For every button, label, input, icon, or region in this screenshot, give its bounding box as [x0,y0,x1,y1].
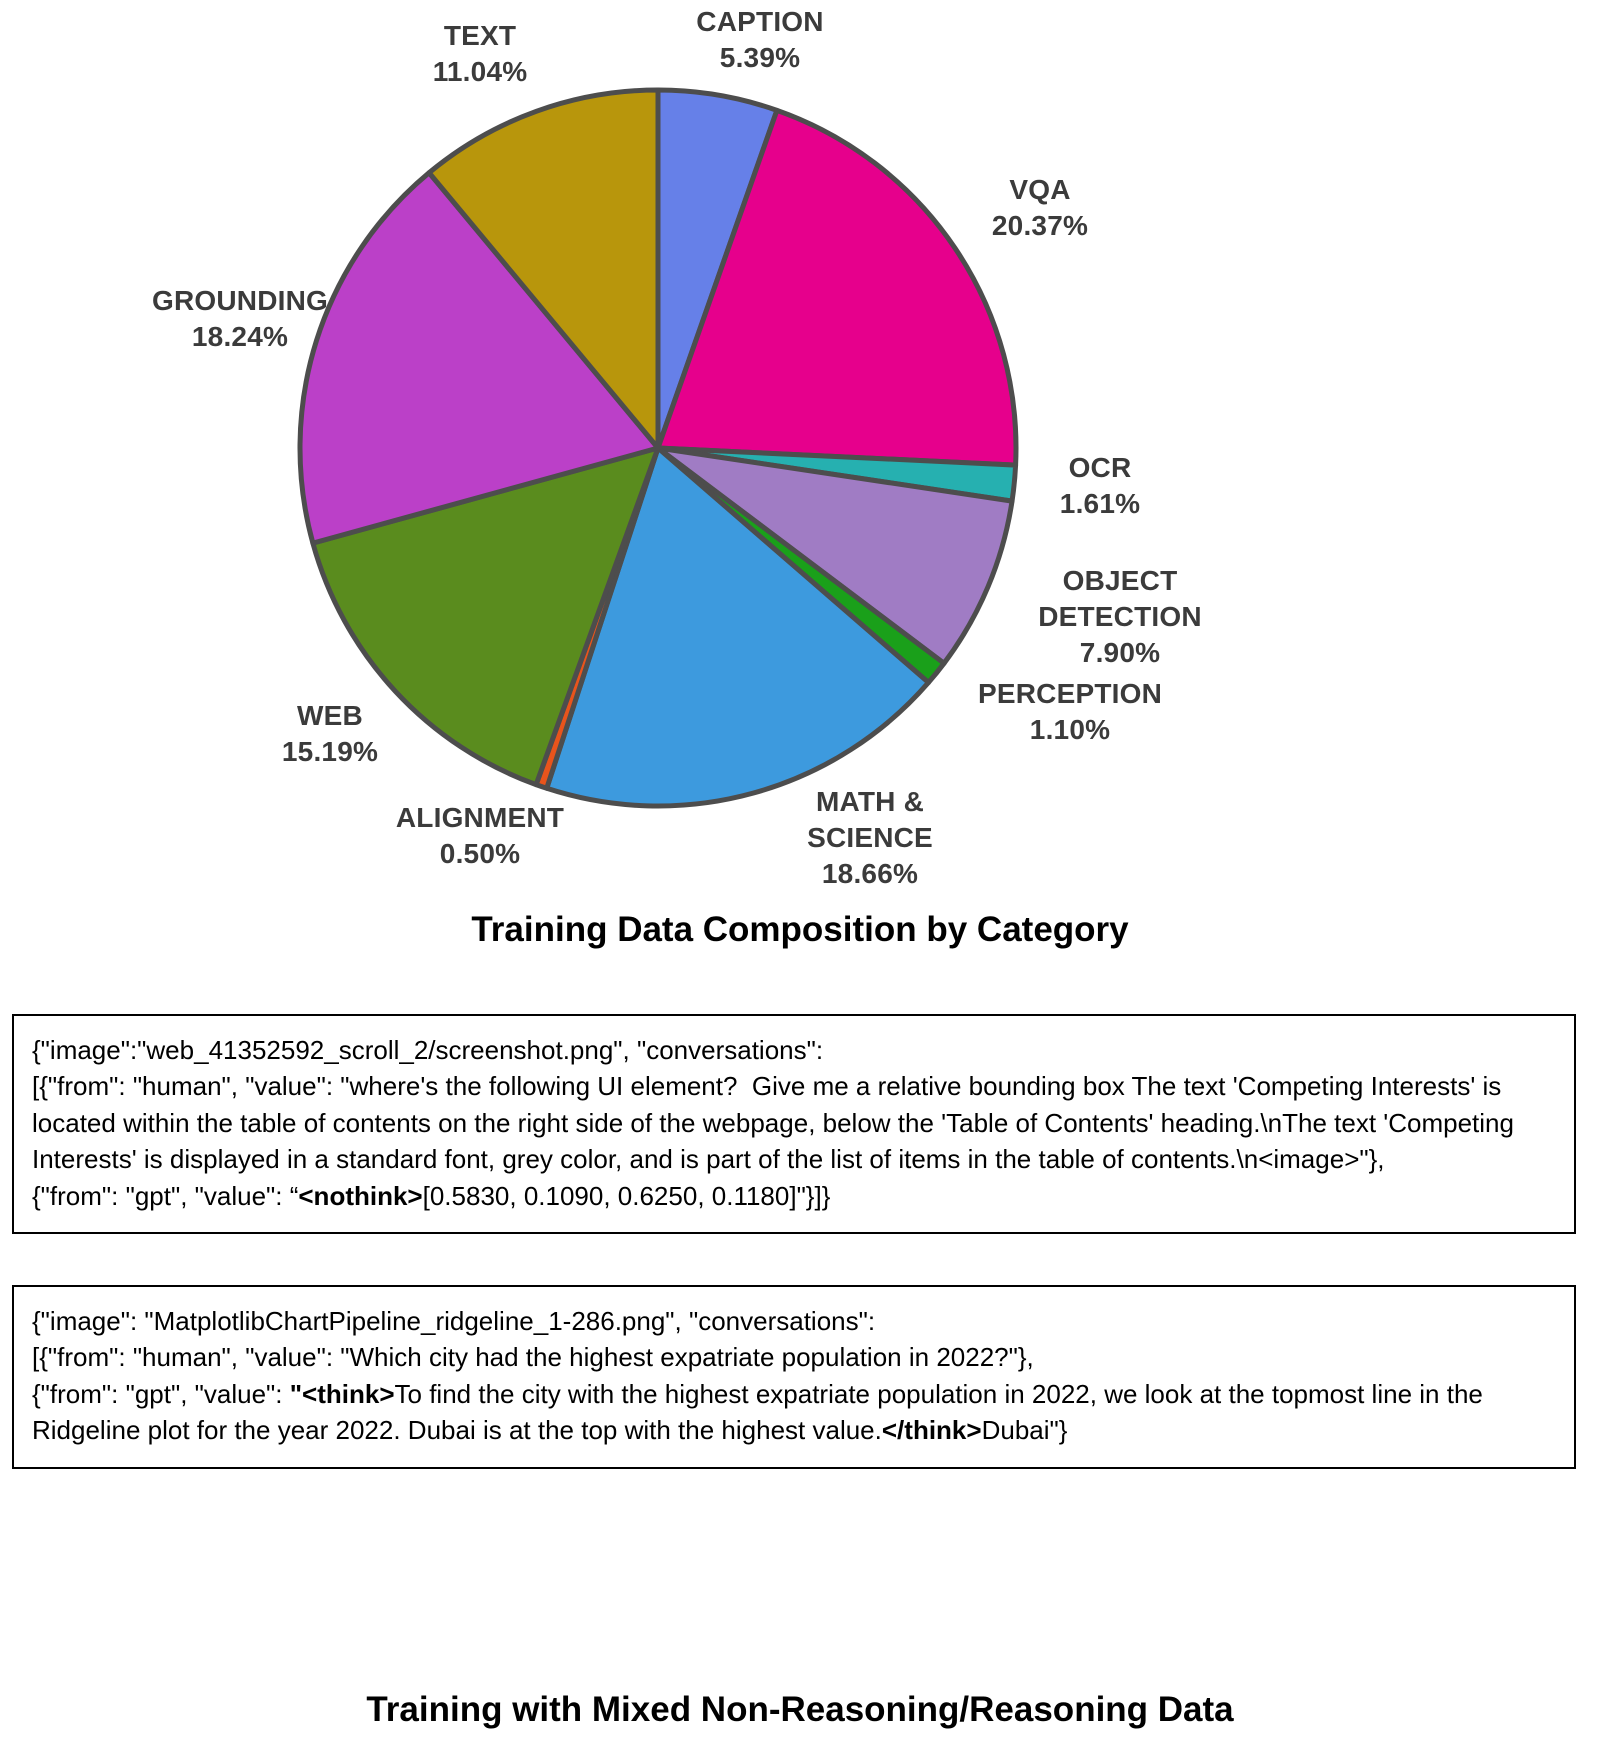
chart-title: Training Data Composition by Category [471,910,1129,949]
pie-slice-text [426,87,661,451]
json-sample-box-nonreasoning: {"image":"web_41352592_scroll_2/screensh… [12,1014,1576,1234]
json-line-image: {"image":"web_41352592_scroll_2/screensh… [32,1035,824,1065]
json-gpt-prefix: {"from": "gpt", "value": [32,1378,290,1409]
pie-label-ocr: OCR 1.61% [1059,452,1141,519]
json-gpt-prefix: {"from": "gpt", "value": “ [32,1180,299,1211]
pie-chart-section: CAPTION 5.39% TEXT 11.04% VQA 20.37% GRO… [151,6,1202,949]
pie-label-web: WEB 15.19% [281,700,379,767]
pie-label-math-science: MATH & SCIENCE 18.66% [807,786,933,889]
pie-slice-math-science [544,445,931,809]
pie-slice-web [310,445,661,788]
json-line-human: [{"from": "human", "value": "Which city … [32,1342,1034,1373]
pie-label-text: TEXT 11.04% [432,20,528,87]
pie-label-caption: CAPTION 5.39% [696,6,824,73]
think-close-tag: </think> [881,1415,982,1446]
pie-slice-object-detection [655,445,1015,666]
pie-label-object-detection: OBJECT DETECTION 7.90% [1038,565,1202,668]
json-line-image: {"image": "MatplotlibChartPipeline_ridge… [32,1306,876,1336]
pie-slice-grounding [297,170,661,546]
json-gpt-answer: Dubai"} [981,1415,1068,1446]
json-line-gpt: {"from": "gpt", "value": “<nothink>[0.58… [32,1178,1556,1214]
json-line-gpt: {"from": "gpt", "value": "<think>To find… [32,1376,1556,1449]
think-open-tag: "<think> [289,1378,395,1409]
nothink-tag: <nothink> [298,1180,423,1211]
json-line-human: [{"from": "human", "value": "where's the… [32,1071,1522,1175]
json-sample-box-reasoning: {"image": "MatplotlibChartPipeline_ridge… [12,1285,1576,1469]
pie-slice-vqa [655,107,1019,468]
json-gpt-suffix: [0.5830, 0.1090, 0.6250, 0.1180]"}]} [422,1180,831,1211]
json-gpt-reasoning: To find the city with the highest expatr… [32,1378,1491,1446]
pie-chart [297,87,1019,809]
pie-label-alignment: ALIGNMENT 0.50% [395,802,565,869]
pie-label-perception: PERCEPTION 1.10% [977,678,1163,745]
bottom-caption: Training with Mixed Non-Reasoning/Reason… [366,1690,1234,1729]
pie-label-vqa: VQA 20.37% [991,174,1089,241]
pie-label-grounding: GROUNDING 18.24% [151,285,329,352]
